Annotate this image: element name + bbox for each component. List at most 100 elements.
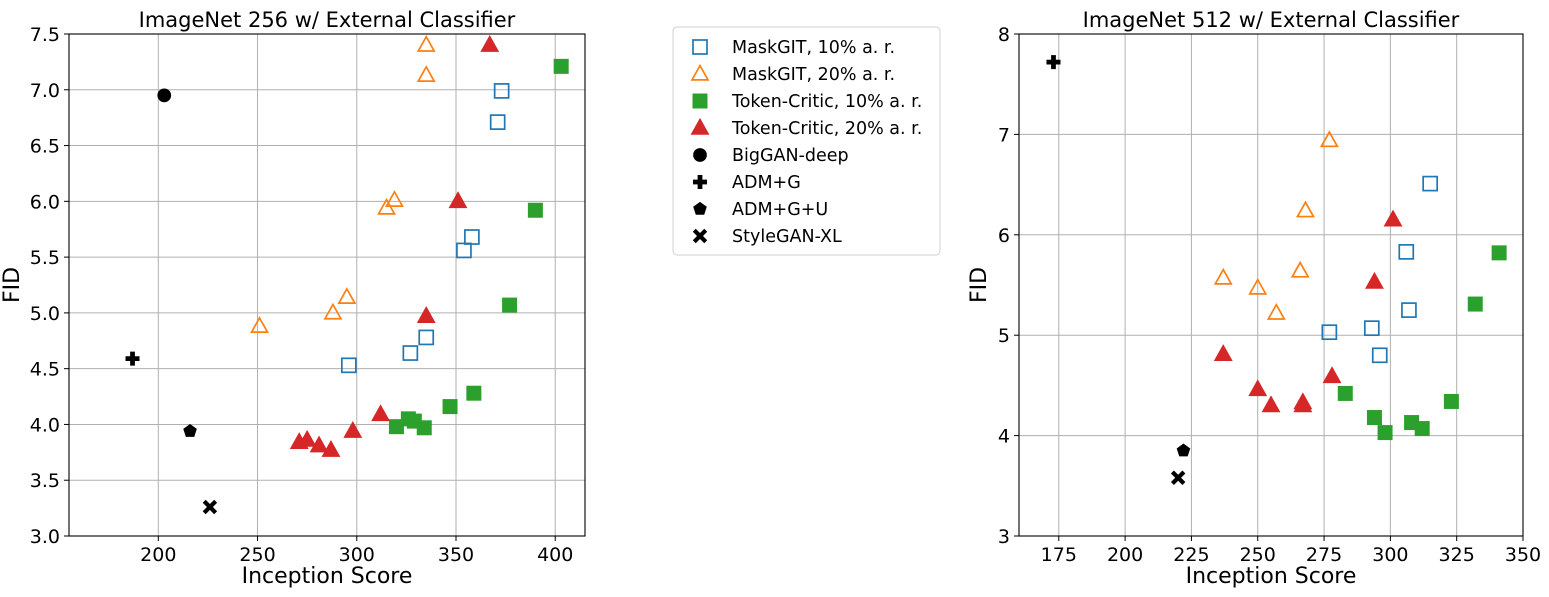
- point-mg20: [1290, 260, 1310, 278]
- point-tc10: [442, 399, 458, 415]
- series-admg: [125, 351, 140, 366]
- y-tick-label: 3.5: [30, 470, 60, 492]
- legend-entry-tc20: Token-Critic, 20% a. r.: [690, 117, 922, 139]
- x-axis-label: Inception Score: [1186, 564, 1357, 589]
- point-mg20: [250, 316, 269, 334]
- series-admgu: [1176, 443, 1191, 457]
- legend-entry-mg20: MaskGIT, 20% a. r.: [690, 63, 895, 85]
- y-tick-label: 5: [998, 325, 1010, 347]
- x-tick-label: 250: [239, 544, 275, 566]
- point-tc20: [1383, 209, 1403, 227]
- legend-marker-sgxl: [692, 228, 708, 244]
- y-tick-label: 6.0: [30, 191, 60, 213]
- point-tc20: [1248, 379, 1268, 397]
- point-mg10: [464, 229, 480, 245]
- legend: MaskGIT, 10% a. r. MaskGIT, 20% a. r. Toke…: [672, 26, 941, 256]
- x-tick-label: 200: [1107, 544, 1143, 566]
- x-tick-label: 300: [339, 544, 375, 566]
- point-tc10: [553, 58, 569, 74]
- point-tc20: [1213, 344, 1233, 362]
- y-tick-label: 6.5: [30, 136, 60, 158]
- series-sgxl: [1170, 470, 1186, 485]
- y-tick-label: 5.0: [30, 303, 60, 325]
- point-tc20: [1261, 395, 1281, 413]
- legend-marker-tc20: [690, 117, 710, 135]
- legend-frame: [672, 26, 941, 256]
- x-tick-label: 300: [1372, 544, 1408, 566]
- point-tc10: [1377, 425, 1393, 441]
- point-mg10: [418, 329, 435, 346]
- x-tick-label: 250: [1240, 544, 1276, 566]
- point-tc20: [448, 191, 468, 209]
- point-mg10: [1321, 324, 1338, 341]
- x-tick-label: 400: [537, 544, 573, 566]
- chart-title: ImageNet 256 w/ External Classifier: [139, 8, 516, 32]
- x-tick-label: 200: [140, 544, 176, 566]
- series-tc10: [388, 58, 569, 436]
- point-mg10: [493, 83, 510, 99]
- series-sgxl: [202, 499, 218, 515]
- point-admgu: [1176, 443, 1191, 457]
- legend-marker-mg10: [692, 39, 708, 55]
- series-mg20: [250, 35, 436, 334]
- point-mg10: [340, 357, 357, 374]
- legend-marker-mg20: [690, 63, 710, 81]
- point-tc20: [1365, 271, 1384, 289]
- gridlines: [69, 33, 585, 537]
- data-points: [125, 35, 569, 515]
- point-mg10: [1422, 175, 1439, 192]
- gridlines: [1019, 33, 1524, 537]
- point-tc10: [1491, 245, 1507, 261]
- y-tick-label: 7.0: [30, 80, 60, 102]
- point-mg20: [1319, 130, 1339, 148]
- series-mg10: [1321, 175, 1439, 364]
- legend-entry-admgu: ADM+G+U: [693, 200, 828, 220]
- point-mg20: [1266, 302, 1286, 320]
- point-tc10: [1366, 410, 1382, 426]
- point-admgu: [183, 423, 197, 437]
- legend-entry-admg: ADM+G: [693, 173, 801, 193]
- series-tc10: [1337, 245, 1507, 441]
- point-tc10: [1337, 385, 1353, 401]
- point-tc10: [1414, 421, 1430, 437]
- y-axis-label: FID: [0, 267, 25, 303]
- point-mg20: [337, 287, 357, 305]
- x-tick-label: 350: [1505, 544, 1541, 566]
- series-tc20: [289, 35, 500, 457]
- point-sgxl: [202, 499, 218, 515]
- point-tc20: [480, 35, 500, 52]
- point-mg20: [323, 302, 343, 320]
- y-tick-label: 3: [998, 526, 1010, 548]
- legend-entry-tc10: Token-Critic, 10% a. r.: [692, 92, 922, 112]
- data-points: [1046, 55, 1507, 485]
- point-tc20: [371, 404, 391, 422]
- point-tc10: [1467, 296, 1483, 312]
- point-mg10: [1371, 347, 1388, 364]
- legend-entry-biggan: BigGAN-deep: [693, 146, 849, 166]
- series-tc20: [1213, 209, 1403, 413]
- point-admg: [125, 351, 140, 366]
- legend-entry-sgxl: StyleGAN-XL: [692, 227, 842, 247]
- point-mg10: [1363, 320, 1380, 337]
- legend-marker-biggan: [693, 148, 707, 162]
- y-tick-label: 7.5: [30, 24, 60, 46]
- point-tc10: [1443, 393, 1459, 409]
- y-tick-label: 7: [998, 124, 1010, 146]
- series-admg: [1046, 55, 1061, 70]
- point-tc20: [321, 439, 341, 457]
- point-tc10: [388, 419, 404, 435]
- plot-frame: [1018, 33, 1524, 537]
- chart-imagenet-512: 175 200 225 250 275 300 325 350 3 4 5 6 7 8 ImageNet 5…: [967, 8, 1541, 589]
- point-mg20: [1248, 277, 1268, 295]
- legend-marker-admg: [693, 175, 707, 189]
- legend-marker-admgu: [693, 201, 707, 215]
- point-mg20: [385, 190, 404, 207]
- point-mg20: [416, 65, 436, 83]
- legend-label: MaskGIT, 10% a. r.: [732, 38, 895, 58]
- y-tick-label: 3.0: [30, 526, 60, 548]
- x-tick-label: 175: [1041, 544, 1077, 566]
- point-tc20: [1322, 366, 1342, 384]
- chart-imagenet-256: 200 250 300 350 400 3.0 3.5 4.0 4.5 5.0 5.5 6.0 6.5 7…: [0, 8, 586, 589]
- y-tick-label: 5.5: [30, 247, 60, 269]
